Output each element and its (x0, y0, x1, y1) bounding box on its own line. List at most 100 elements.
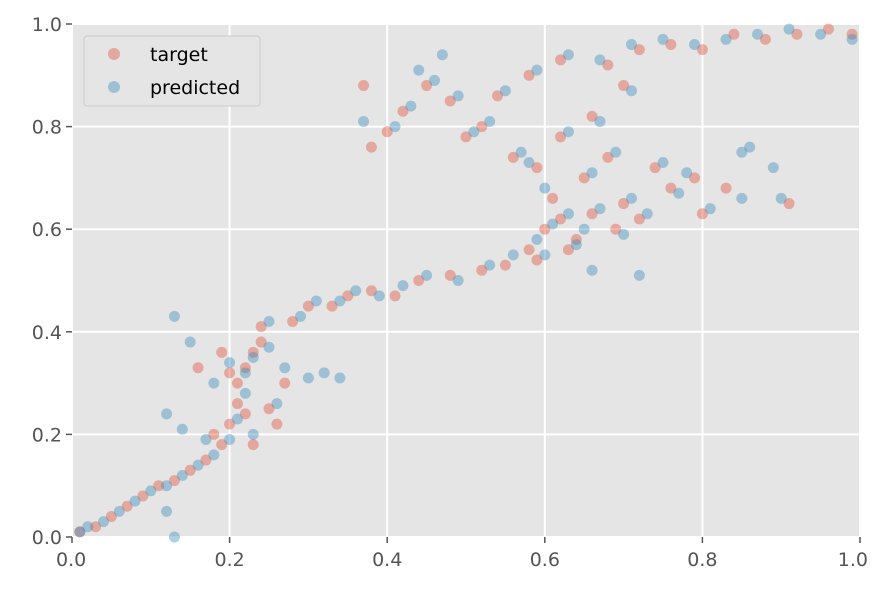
target-point (74, 526, 86, 538)
predicted-point (681, 167, 693, 179)
predicted-point (484, 259, 496, 271)
predicted-point (176, 469, 188, 481)
predicted-point (657, 157, 669, 169)
x-tick-label: 0.6 (530, 549, 560, 571)
predicted-point (82, 521, 94, 533)
predicted-point (767, 162, 779, 174)
target-point (365, 285, 377, 297)
predicted-point (397, 280, 409, 292)
target-point (570, 233, 582, 245)
predicted-point (436, 49, 448, 61)
predicted-point (539, 182, 551, 194)
predicted-point (523, 157, 535, 169)
axis-ticks: 0.0 0.2 0.4 0.6 0.8 1.0 0.0 0.2 0.4 0.6 0.8 1.0 (32, 14, 868, 571)
target-point (231, 377, 243, 389)
target-point (358, 80, 370, 92)
target-point (610, 223, 622, 235)
target-point (492, 90, 504, 102)
target-point (586, 110, 598, 122)
predicted-point (224, 434, 236, 446)
predicted-point (302, 372, 314, 384)
target-point (342, 290, 354, 302)
y-tick-label: 0.2 (32, 424, 62, 446)
target-point (231, 398, 243, 410)
target-point (121, 500, 133, 512)
target-point (208, 428, 220, 440)
target-point (168, 475, 180, 487)
target-point (239, 362, 251, 374)
target-point (397, 105, 409, 117)
predicted-point (586, 264, 598, 276)
predicted-point (744, 141, 756, 153)
predicted-point (279, 362, 291, 374)
target-point (279, 377, 291, 389)
predicted-point (176, 423, 188, 435)
predicted-point (247, 428, 259, 440)
target-point (247, 439, 259, 451)
predicted-point (547, 218, 559, 230)
target-point (224, 367, 236, 379)
predicted-point (515, 146, 527, 158)
target-point (531, 162, 543, 174)
y-tick-label: 0.6 (32, 219, 62, 241)
target-point (578, 172, 590, 184)
predicted-point (247, 351, 259, 363)
target-point (783, 198, 795, 210)
target-point (555, 131, 567, 143)
target-point (413, 275, 425, 286)
target-point (389, 290, 401, 302)
predicted-point (594, 203, 606, 215)
predicted-point (625, 192, 637, 204)
target-point (696, 44, 708, 56)
predicted-point (594, 54, 606, 66)
target-point (791, 28, 803, 40)
target-point (633, 44, 645, 56)
target-point (633, 213, 645, 225)
target-point (507, 151, 519, 163)
legend-label-predicted: predicted (150, 77, 240, 99)
series-predicted (74, 23, 858, 543)
target-point (531, 254, 543, 266)
predicted-point (184, 336, 196, 348)
predicted-point (168, 531, 180, 543)
predicted-point (539, 249, 551, 261)
predicted-point (484, 115, 496, 127)
predicted-point (531, 64, 543, 76)
predicted-point (452, 275, 464, 286)
target-point (720, 182, 732, 194)
data-points (74, 23, 858, 543)
predicted-point (657, 33, 669, 45)
legend-label-target: target (150, 44, 208, 66)
y-tick-label: 1.0 (32, 14, 62, 36)
predicted-point (318, 367, 330, 379)
predicted-point (562, 49, 574, 61)
predicted-point (208, 377, 220, 389)
predicted-point (641, 208, 653, 220)
predicted-point (499, 85, 511, 97)
target-point (476, 121, 488, 133)
target-point (216, 439, 228, 451)
x-tick-label: 0.8 (687, 549, 717, 571)
predicted-point (586, 167, 598, 179)
predicted-point (295, 310, 307, 322)
predicted-point (98, 516, 110, 528)
target-point (523, 244, 535, 256)
predicted-point (224, 357, 236, 369)
target-point (247, 346, 259, 358)
predicted-point (846, 33, 858, 45)
x-tick-label: 0.2 (214, 549, 244, 571)
target-point (523, 69, 535, 81)
predicted-point (263, 341, 275, 353)
x-tick-label: 1.0 (838, 549, 868, 571)
predicted-point (578, 223, 590, 235)
predicted-point (815, 28, 827, 40)
predicted-point (350, 285, 362, 297)
target-point (665, 182, 677, 194)
predicted-point (562, 126, 574, 138)
predicted-point (200, 434, 212, 446)
target-point (460, 131, 472, 143)
predicted-point (562, 208, 574, 220)
predicted-point (389, 121, 401, 133)
y-tick-label: 0.8 (32, 117, 62, 139)
target-point (444, 95, 456, 107)
